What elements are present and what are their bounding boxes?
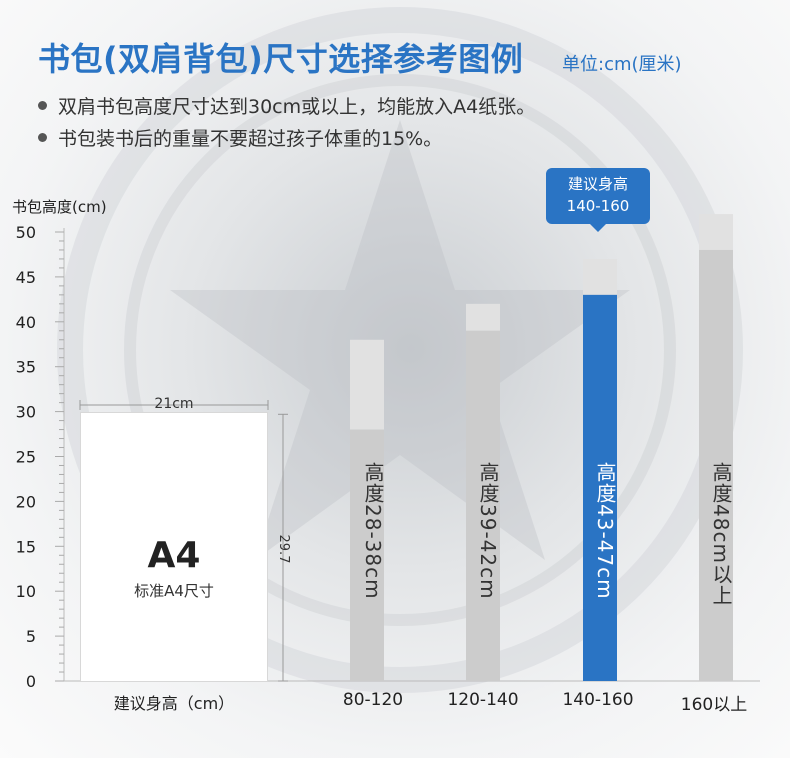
header: 书包(双肩背包)尺寸选择参考图例 单位:cm(厘米) xyxy=(38,30,778,80)
y-tick-label: 10 xyxy=(16,582,36,601)
bullet-note-1: 双肩书包高度尺寸达到30cm或以上，均能放入A4纸张。 xyxy=(38,92,535,119)
bullet-dot-icon xyxy=(38,133,47,142)
a4-height-label: 29.7 xyxy=(276,534,291,564)
bar-lower-segment xyxy=(583,294,617,681)
y-tick-label: 25 xyxy=(16,448,36,467)
bar-lower-segment xyxy=(699,249,733,681)
x-tick-label: 80-120 xyxy=(342,690,404,710)
y-tick-label: 20 xyxy=(16,492,36,511)
bar-lower-segment xyxy=(350,429,384,681)
callout-line-2: 140-160 xyxy=(566,197,630,215)
y-tick-label: 15 xyxy=(16,537,36,556)
y-tick-label: 50 xyxy=(16,223,36,242)
x-tick-label: 160以上 xyxy=(680,695,748,715)
a4-title: A4 xyxy=(147,535,201,576)
callout-line-1: 建议身高 xyxy=(567,175,628,193)
bar-range-label: 高度39-42cm xyxy=(476,462,500,600)
y-axis-title: 书包高度(cm) xyxy=(12,198,107,216)
a4-paper-reference: A4 标准A4尺寸 xyxy=(80,412,268,682)
y-tick-label: 0 xyxy=(26,672,36,691)
y-tick-label: 45 xyxy=(16,268,36,287)
x-axis-title: 建议身高（cm） xyxy=(113,694,235,713)
y-tick-label: 35 xyxy=(16,358,36,377)
bar-range-label: 高度28-38cm xyxy=(361,462,385,600)
x-tick-label: 120-140 xyxy=(447,690,519,710)
x-tick-label: 140-160 xyxy=(562,690,634,710)
bar-lower-segment xyxy=(466,330,500,681)
y-tick-label: 5 xyxy=(26,627,36,646)
bar-range-label: 高度48cm以上 xyxy=(709,462,733,606)
recommended-height-callout: 建议身高 140-160 xyxy=(546,168,650,232)
bar-upper-segment xyxy=(466,303,500,331)
y-tick-label: 30 xyxy=(16,403,36,422)
bar-range-label: 高度43-47cm xyxy=(593,462,617,600)
page-title: 书包(双肩背包)尺寸选择参考图例 xyxy=(38,40,524,78)
unit-note: 单位:cm(厘米) xyxy=(562,54,682,75)
a4-width-label: 21cm xyxy=(154,396,194,412)
y-tick-label: 40 xyxy=(16,313,36,332)
a4-subtitle: 标准A4尺寸 xyxy=(134,582,214,600)
bar-upper-segment xyxy=(699,214,733,250)
bullet-note-2: 书包装书后的重量不要超过孩子体重的15%。 xyxy=(38,124,442,151)
bullet-text-1: 双肩书包高度尺寸达到30cm或以上，均能放入A4纸张。 xyxy=(58,96,536,118)
bullet-text-2: 书包装书后的重量不要超过孩子体重的15%。 xyxy=(58,128,443,150)
bar-upper-segment xyxy=(350,339,384,430)
bullet-dot-icon xyxy=(38,101,47,110)
bar-upper-segment xyxy=(583,258,617,295)
